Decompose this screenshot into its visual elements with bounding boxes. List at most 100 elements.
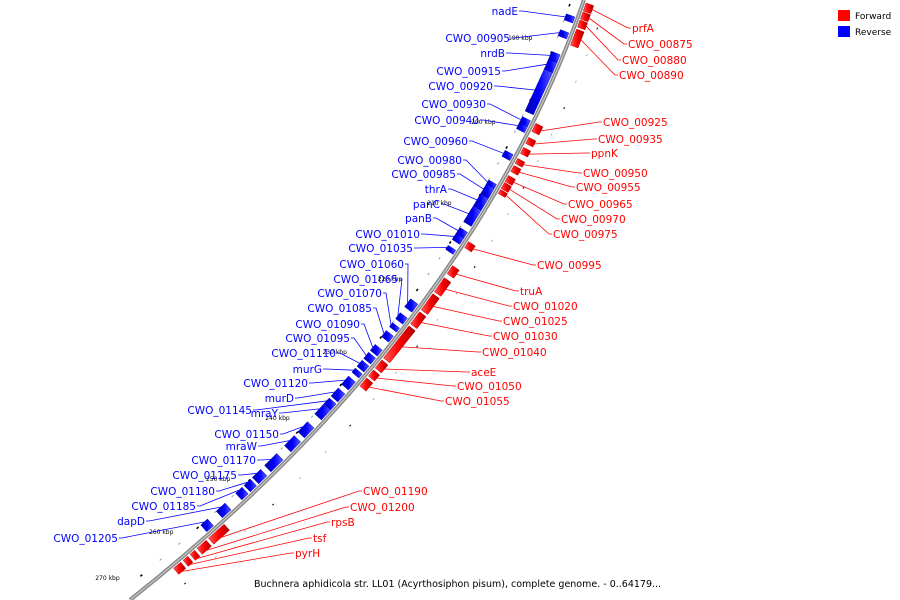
- label-cwo-00960[interactable]: CWO_00960: [403, 136, 468, 148]
- label-cwo-00975[interactable]: CWO_00975: [553, 229, 618, 241]
- label-cwo-01085[interactable]: CWO_01085: [307, 303, 372, 315]
- gene-cwo-01020[interactable]: [434, 277, 452, 297]
- label-nade[interactable]: nadE: [492, 6, 518, 18]
- gene-pyrh[interactable]: [173, 561, 187, 575]
- gene-cwo-01040[interactable]: [383, 325, 416, 364]
- label-pyrh[interactable]: pyrH: [295, 548, 320, 560]
- gene-cwo-00950[interactable]: [514, 158, 526, 168]
- gene-cwo-01035[interactable]: [445, 244, 457, 255]
- gene-cwo-00920[interactable]: [524, 68, 553, 116]
- label-cwo-01170[interactable]: CWO_01170: [191, 455, 256, 467]
- gene-panc[interactable]: [463, 205, 482, 227]
- gene-prfa[interactable]: [582, 2, 595, 14]
- label-cwo-00985[interactable]: CWO_00985: [391, 169, 456, 181]
- label-acee[interactable]: aceE: [471, 367, 496, 379]
- gene-cwo-00940[interactable]: [516, 122, 528, 133]
- label-cwo-00930[interactable]: CWO_00930: [421, 99, 486, 111]
- label-cwo-00980[interactable]: CWO_00980: [397, 155, 462, 167]
- label-mray[interactable]: mraY: [251, 408, 279, 420]
- gene-cwo-01095[interactable]: [363, 351, 376, 365]
- label-dapd[interactable]: dapD: [117, 516, 145, 528]
- gene-cwo-01070[interactable]: [389, 322, 400, 333]
- gene-cwo-00995[interactable]: [464, 241, 476, 253]
- gene-cwo-01175[interactable]: [252, 469, 268, 485]
- label-nrdb[interactable]: nrdB: [480, 48, 505, 60]
- label-cwo-00995[interactable]: CWO_00995: [537, 260, 602, 272]
- gene-cwo-00890[interactable]: [570, 28, 585, 49]
- gene-acee[interactable]: [374, 359, 389, 374]
- label-panb[interactable]: panB: [405, 213, 432, 225]
- gene-cwo-00875[interactable]: [580, 11, 591, 23]
- label-ppnk[interactable]: ppnK: [591, 148, 619, 160]
- label-cwo-01010[interactable]: CWO_01010: [355, 229, 420, 241]
- gene-cwo-01030[interactable]: [410, 311, 427, 329]
- label-cwo-00965[interactable]: CWO_00965: [568, 199, 633, 211]
- label-cwo-01030[interactable]: CWO_01030: [493, 331, 558, 343]
- gene-cwo-01205[interactable]: [200, 518, 214, 533]
- gene-cwo-01085[interactable]: [381, 330, 394, 343]
- label-cwo-01145[interactable]: CWO_01145: [187, 405, 252, 417]
- gene-cwo-01050[interactable]: [368, 369, 381, 382]
- label-murg[interactable]: murG: [293, 364, 322, 376]
- gene-cwo-01060[interactable]: [404, 298, 419, 313]
- gene-cwo-00965[interactable]: [504, 175, 516, 186]
- label-cwo-01055[interactable]: CWO_01055: [445, 396, 510, 408]
- gene-mraw[interactable]: [284, 435, 301, 453]
- gene-nade[interactable]: [563, 13, 576, 24]
- label-panc[interactable]: panC: [413, 199, 440, 211]
- gene-cwo-00905[interactable]: [557, 29, 570, 40]
- gene-murd[interactable]: [330, 387, 346, 403]
- label-tsf[interactable]: tsf: [313, 533, 327, 545]
- gene-cwo-00935[interactable]: [525, 137, 537, 148]
- gene-trua[interactable]: [446, 265, 460, 279]
- label-cwo-00940[interactable]: CWO_00940: [414, 115, 479, 127]
- label-cwo-01060[interactable]: CWO_01060: [339, 259, 404, 271]
- label-murd[interactable]: murD: [265, 393, 294, 405]
- gene-ppnk[interactable]: [520, 147, 532, 158]
- label-cwo-01150[interactable]: CWO_01150: [214, 429, 279, 441]
- label-cwo-01035[interactable]: CWO_01035: [348, 243, 413, 255]
- label-cwo-00925[interactable]: CWO_00925: [603, 117, 668, 129]
- label-cwo-00970[interactable]: CWO_00970: [561, 214, 626, 226]
- label-cwo-01175[interactable]: CWO_01175: [172, 470, 237, 482]
- label-cwo-01050[interactable]: CWO_01050: [457, 381, 522, 393]
- label-cwo-01185[interactable]: CWO_01185: [131, 501, 196, 513]
- gene-tsf[interactable]: [182, 555, 194, 567]
- label-cwo-01110[interactable]: CWO_01110: [271, 348, 336, 360]
- gene-mray[interactable]: [314, 403, 331, 421]
- label-cwo-00875[interactable]: CWO_00875: [628, 39, 693, 51]
- gene-dapd[interactable]: [215, 502, 232, 519]
- label-cwo-01095[interactable]: CWO_01095: [285, 333, 350, 345]
- label-prfa[interactable]: prfA: [632, 23, 655, 35]
- label-cwo-00955[interactable]: CWO_00955: [576, 182, 641, 194]
- label-cwo-01200[interactable]: CWO_01200: [350, 502, 415, 514]
- gene-cwo-00955[interactable]: [510, 165, 522, 176]
- gene-cwo-01065[interactable]: [395, 312, 408, 325]
- gene-cwo-01190[interactable]: [208, 523, 230, 545]
- gene-cwo-01180[interactable]: [243, 478, 257, 493]
- gene-cwo-01185[interactable]: [235, 486, 249, 501]
- label-cwo-00950[interactable]: CWO_00950: [583, 168, 648, 180]
- label-cwo-01190[interactable]: CWO_01190: [363, 486, 428, 498]
- gene-cwo-01120[interactable]: [341, 375, 356, 391]
- label-cwo-00915[interactable]: CWO_00915: [436, 66, 501, 78]
- gene-rpsb[interactable]: [189, 549, 201, 561]
- label-cwo-01040[interactable]: CWO_01040: [482, 347, 547, 359]
- label-cwo-00890[interactable]: CWO_00890: [619, 70, 684, 82]
- gene-cwo-01025[interactable]: [420, 293, 440, 315]
- gene-cwo-01090[interactable]: [369, 344, 383, 357]
- label-cwo-00880[interactable]: CWO_00880: [622, 55, 687, 67]
- gene-cwo-01010[interactable]: [451, 233, 464, 245]
- gene-cwo-00975[interactable]: [497, 189, 508, 198]
- label-cwo-01065[interactable]: CWO_01065: [333, 274, 398, 286]
- label-cwo-01120[interactable]: CWO_01120: [243, 378, 308, 390]
- gene-cwo-01055[interactable]: [359, 377, 374, 392]
- label-trua[interactable]: truA: [520, 286, 543, 298]
- gene-cwo-01110[interactable]: [356, 359, 370, 373]
- gene-cwo-00970[interactable]: [500, 182, 512, 193]
- label-cwo-01205[interactable]: CWO_01205: [53, 533, 118, 545]
- gene-cwo-00880[interactable]: [577, 19, 588, 31]
- label-rpsb[interactable]: rpsB: [331, 517, 355, 529]
- label-cwo-00905[interactable]: CWO_00905: [445, 33, 510, 45]
- gene-cwo-00960[interactable]: [501, 149, 514, 161]
